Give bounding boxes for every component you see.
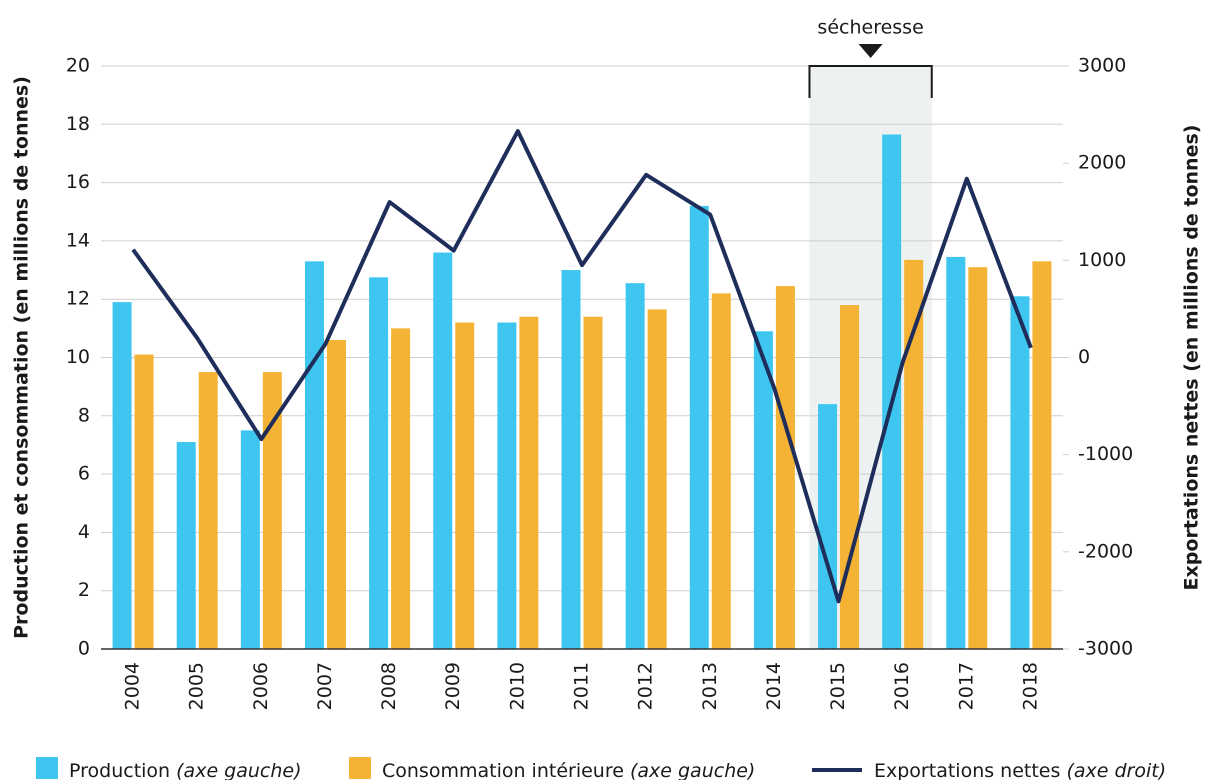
legend-name: Exportations nettes <box>874 760 1060 780</box>
y-tick-label: 10 <box>66 346 90 368</box>
bar <box>519 316 539 649</box>
bar <box>904 259 924 649</box>
legend-swatch <box>349 757 371 779</box>
bar <box>433 252 453 649</box>
x-tick-label: 2018 <box>1019 662 1041 710</box>
bar <box>625 283 645 649</box>
legend-name: Consommation intérieure <box>382 760 624 780</box>
x-tick-label: 2009 <box>442 662 464 710</box>
bar <box>112 302 132 649</box>
bar <box>775 286 795 649</box>
x-tick-label: 2007 <box>314 662 336 710</box>
y-tick-label: 4 <box>78 521 90 543</box>
y2-axis-title: Exportations nettes (en millions de tonn… <box>1181 125 1203 591</box>
x-tick-label: 2015 <box>827 662 849 710</box>
bar <box>369 277 389 649</box>
bar <box>134 354 154 649</box>
legend-note: (axe gauche) <box>630 760 755 780</box>
bar <box>1010 296 1030 649</box>
y-tick-label: 16 <box>66 171 90 193</box>
bar <box>1032 261 1052 649</box>
y2-tick-label: -2000 <box>1078 540 1133 562</box>
bar <box>240 430 260 649</box>
x-tick-label: 2013 <box>699 662 721 710</box>
bar <box>326 340 346 649</box>
y2-tick-label: -3000 <box>1078 638 1133 660</box>
y-tick-label: 18 <box>66 113 90 135</box>
bar <box>968 267 988 649</box>
annotation-bracket <box>808 65 933 98</box>
bar <box>711 293 731 649</box>
bar <box>391 328 411 649</box>
y-axis-title: Production et consommation (en millions … <box>11 76 33 639</box>
bar <box>198 372 218 649</box>
bar <box>840 305 860 649</box>
bar <box>455 322 475 649</box>
y-tick-label: 2 <box>78 579 90 601</box>
legend-item: Exportations nettes (axe droit) <box>812 760 1166 780</box>
bar <box>882 134 902 649</box>
bar <box>583 316 603 649</box>
legend-label: Exportations nettes (axe droit) <box>874 760 1166 780</box>
x-tick-label: 2014 <box>763 662 785 710</box>
x-tick-label: 2012 <box>635 662 657 710</box>
x-tick-label: 2016 <box>891 662 913 710</box>
bar <box>946 256 966 649</box>
x-tick-label: 2010 <box>506 662 528 710</box>
y2-tick-label: 0 <box>1078 346 1090 368</box>
y-tick-label: 12 <box>66 288 90 310</box>
y2-tick-label: 3000 <box>1078 55 1126 77</box>
legend-swatch <box>36 757 58 779</box>
legend-note: (axe droit) <box>1066 760 1166 780</box>
x-tick-label: 2006 <box>250 662 272 710</box>
y-tick-label: 8 <box>78 404 90 426</box>
legend-item: Consommation intérieure (axe gauche) <box>349 757 755 780</box>
bar <box>176 442 196 649</box>
legend-note: (axe gauche) <box>176 760 301 780</box>
x-tick-label: 2008 <box>378 662 400 710</box>
bar <box>262 372 282 649</box>
legend-label: Production (axe gauche) <box>69 760 302 780</box>
x-tick-label: 2004 <box>122 662 144 710</box>
bar <box>753 331 773 649</box>
bar <box>561 270 581 649</box>
y2-tick-label: 2000 <box>1078 152 1126 174</box>
bar <box>497 322 517 649</box>
x-tick-label: 2017 <box>955 662 977 710</box>
line <box>131 129 1033 604</box>
bar <box>304 261 324 649</box>
y-tick-label: 6 <box>78 463 90 485</box>
legend-label: Consommation intérieure (axe gauche) <box>382 760 755 780</box>
x-tick-label: 2011 <box>571 662 593 710</box>
bar <box>647 309 667 649</box>
y-tick-label: 14 <box>66 229 90 251</box>
y2-tick-label: -1000 <box>1078 443 1133 465</box>
legend-name: Production <box>69 760 170 780</box>
bar <box>689 205 709 650</box>
bar <box>818 404 838 649</box>
x-tick-label: 2005 <box>186 662 208 710</box>
annotation-text: sécheresse <box>817 17 923 39</box>
y2-tick-label: 1000 <box>1078 249 1126 271</box>
y-tick-label: 20 <box>66 55 90 77</box>
annotation-arrow <box>858 44 883 58</box>
y-tick-label: 0 <box>78 638 90 660</box>
legend-item: Production (axe gauche) <box>36 757 302 780</box>
